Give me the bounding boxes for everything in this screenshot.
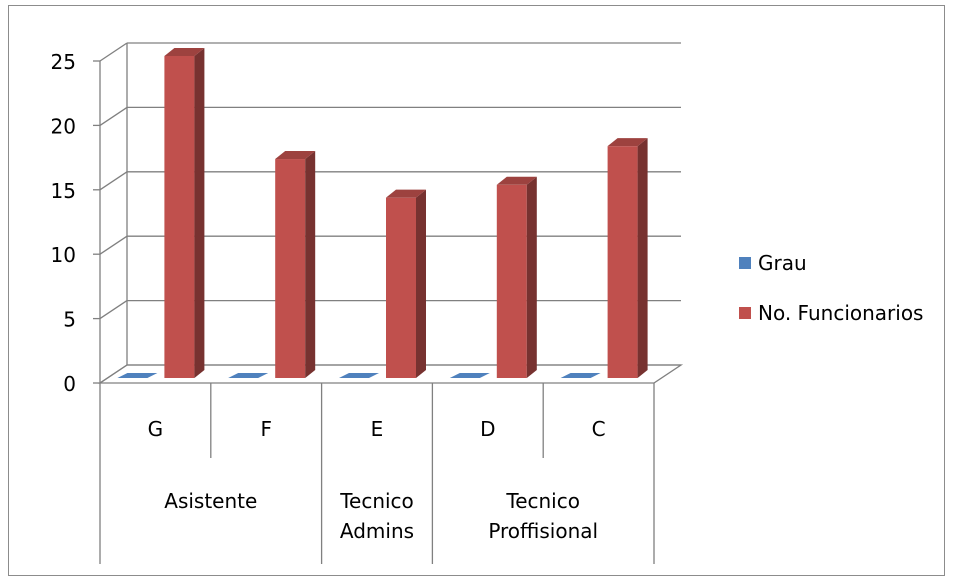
bar-front: [386, 197, 416, 378]
legend-label: Grau: [758, 251, 807, 275]
category-label: C: [592, 417, 606, 441]
bar-side: [194, 48, 205, 378]
category-label: G: [148, 417, 164, 441]
bar-flat: [449, 373, 490, 378]
bar-top: [386, 189, 426, 198]
category-label: F: [260, 417, 272, 441]
bar-no-funcionarios-E: [386, 189, 426, 378]
legend-swatch: [739, 307, 751, 319]
floor: [97, 364, 684, 384]
bar-grau-D: [449, 373, 490, 378]
bar-side: [637, 138, 648, 378]
bar-side: [416, 189, 426, 378]
category-label: D: [480, 417, 495, 441]
bar-flat: [117, 373, 158, 378]
y-tick-label: 0: [63, 372, 76, 396]
y-tick-label: 15: [51, 179, 76, 203]
bar-side: [526, 176, 537, 378]
bar-flat: [560, 373, 601, 378]
gridline-depth-20: [99, 106, 128, 126]
bar-grau-C: [560, 373, 601, 378]
legend-label: No. Funcionarios: [758, 301, 923, 325]
chart-frame: [8, 5, 945, 576]
group-label: Tecnico: [505, 489, 580, 513]
bar-flat: [228, 373, 269, 378]
gridline-depth-5: [99, 300, 128, 320]
bar-no-funcionarios-C: [607, 138, 648, 378]
bar-front: [275, 159, 306, 378]
y-tick-label: 5: [63, 308, 76, 332]
bar-grau-F: [228, 373, 269, 378]
group-label: Admins: [340, 519, 414, 543]
gridline-depth-15: [99, 171, 128, 191]
legend-swatch: [739, 257, 751, 269]
category-label: E: [371, 417, 384, 441]
bar-top: [275, 151, 316, 160]
group-label: Asistente: [164, 489, 257, 513]
gridline-depth-10: [99, 235, 128, 255]
bar-top: [607, 138, 648, 147]
bar-flat: [339, 373, 379, 378]
bar-top: [164, 48, 205, 56]
bar-side: [305, 151, 316, 378]
bar-top: [496, 176, 537, 185]
bar-grau-E: [339, 373, 379, 378]
bar-no-funcionarios-D: [496, 176, 537, 378]
bar-front: [496, 184, 527, 378]
y-tick-label: 20: [51, 114, 76, 138]
y-tick-label: 25: [51, 50, 76, 74]
group-label: Proffisional: [488, 519, 598, 543]
bar-grau-G: [117, 373, 158, 378]
group-label: Tecnico: [339, 489, 414, 513]
bar-front: [607, 146, 638, 378]
axes: [93, 43, 684, 564]
legend: Grau No. Funcionarios: [739, 251, 923, 325]
bar-front: [164, 56, 195, 378]
y-tick-label: 10: [51, 243, 76, 267]
bars: [117, 48, 648, 378]
axis-labels: 0 5 10 15 20 25 G F E D C Asistente Tecnico Admins Tec…: [51, 50, 606, 543]
bar-no-funcionarios-F: [275, 151, 316, 378]
gridline-depth-25: [99, 42, 128, 62]
bar-no-funcionarios-G: [164, 48, 205, 378]
